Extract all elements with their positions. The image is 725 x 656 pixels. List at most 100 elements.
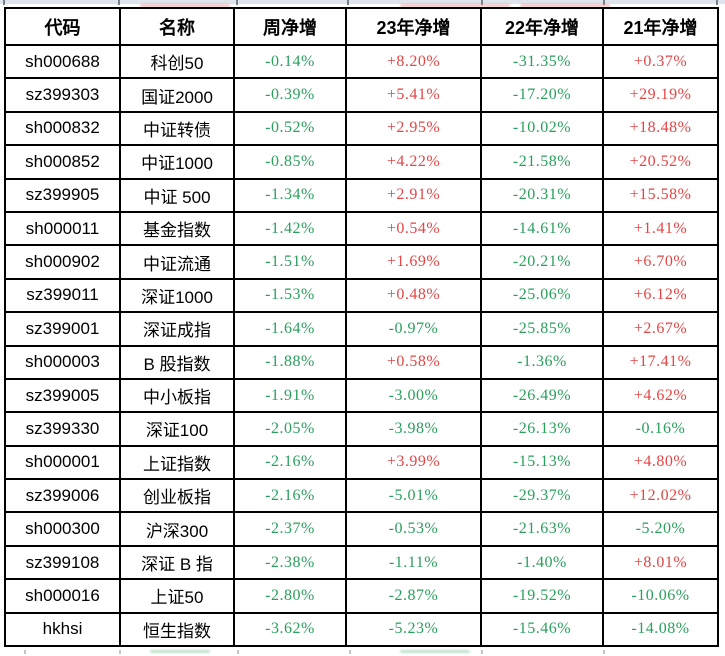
- cell-week[interactable]: -0.52%: [233, 110, 347, 147]
- cell-y22[interactable]: -26.13%: [480, 411, 604, 447]
- cell-y22[interactable]: -20.21%: [480, 244, 604, 280]
- cell-week[interactable]: -2.05%: [233, 411, 347, 447]
- cell-name[interactable]: 中小板指: [119, 377, 235, 414]
- cell-y21[interactable]: -10.06%: [602, 578, 719, 614]
- cell-name[interactable]: 中证转债: [119, 110, 235, 147]
- cell-name[interactable]: 国证2000: [119, 77, 235, 113]
- cell-y22[interactable]: -14.61%: [480, 210, 604, 247]
- cell-name[interactable]: 基金指数: [119, 210, 235, 247]
- cell-y23[interactable]: +4.22%: [345, 144, 482, 180]
- cell-y21[interactable]: +0.37%: [602, 43, 719, 80]
- cell-code[interactable]: sh000003: [4, 344, 121, 380]
- cell-week[interactable]: -1.91%: [233, 377, 347, 414]
- cell-y21[interactable]: +8.01%: [602, 544, 719, 581]
- cell-code[interactable]: sh000300: [4, 511, 121, 547]
- cell-name[interactable]: 上证50: [119, 578, 235, 614]
- cell-y23[interactable]: -5.23%: [345, 611, 482, 648]
- cell-name[interactable]: 恒生指数: [119, 611, 235, 648]
- column-header-y21[interactable]: 21年净增: [602, 7, 719, 46]
- cell-code[interactable]: sh000011: [4, 210, 121, 247]
- cell-y23[interactable]: +8.20%: [345, 43, 482, 80]
- cell-code[interactable]: sh000852: [4, 144, 121, 180]
- cell-code[interactable]: hkhsi: [4, 611, 121, 648]
- cell-y21[interactable]: -14.08%: [602, 611, 719, 648]
- cell-y21[interactable]: +17.41%: [602, 344, 719, 380]
- cell-y23[interactable]: -3.00%: [345, 377, 482, 414]
- cell-y23[interactable]: +0.58%: [345, 344, 482, 380]
- cell-y23[interactable]: -5.01%: [345, 478, 482, 514]
- cell-week[interactable]: -0.14%: [233, 43, 347, 80]
- cell-code[interactable]: sh000001: [4, 444, 121, 481]
- cell-y22[interactable]: -15.46%: [480, 611, 604, 648]
- cell-code[interactable]: sh000832: [4, 110, 121, 147]
- cell-code[interactable]: sz399303: [4, 77, 121, 113]
- cell-code[interactable]: sh000688: [4, 43, 121, 80]
- cell-y23[interactable]: -3.98%: [345, 411, 482, 447]
- cell-week[interactable]: -2.38%: [233, 544, 347, 581]
- cell-week[interactable]: -2.37%: [233, 511, 347, 547]
- cell-y22[interactable]: -21.63%: [480, 511, 604, 547]
- cell-y21[interactable]: +12.02%: [602, 478, 719, 514]
- cell-y22[interactable]: -1.36%: [480, 344, 604, 380]
- cell-y22[interactable]: -19.52%: [480, 578, 604, 614]
- cell-y21[interactable]: +20.52%: [602, 144, 719, 180]
- cell-y21[interactable]: +29.19%: [602, 77, 719, 113]
- cell-y22[interactable]: -15.13%: [480, 444, 604, 481]
- cell-week[interactable]: -1.53%: [233, 277, 347, 314]
- cell-y23[interactable]: -0.97%: [345, 311, 482, 347]
- cell-code[interactable]: sh000016: [4, 578, 121, 614]
- cell-y23[interactable]: -0.53%: [345, 511, 482, 547]
- cell-y21[interactable]: -0.16%: [602, 411, 719, 447]
- cell-week[interactable]: -1.51%: [233, 244, 347, 280]
- cell-y22[interactable]: -26.49%: [480, 377, 604, 414]
- cell-y21[interactable]: +6.12%: [602, 277, 719, 314]
- cell-name[interactable]: 创业板指: [119, 478, 235, 514]
- cell-y23[interactable]: -1.11%: [345, 544, 482, 581]
- cell-y22[interactable]: -20.31%: [480, 177, 604, 213]
- cell-code[interactable]: sz399006: [4, 478, 121, 514]
- cell-name[interactable]: B 股指数: [119, 344, 235, 380]
- cell-y23[interactable]: +2.91%: [345, 177, 482, 213]
- cell-week[interactable]: -2.16%: [233, 444, 347, 481]
- cell-y21[interactable]: +4.62%: [602, 377, 719, 414]
- cell-y21[interactable]: +1.41%: [602, 210, 719, 247]
- column-header-y22[interactable]: 22年净增: [480, 7, 604, 46]
- cell-y22[interactable]: -25.85%: [480, 311, 604, 347]
- cell-code[interactable]: sz399011: [4, 277, 121, 314]
- cell-week[interactable]: -1.88%: [233, 344, 347, 380]
- cell-name[interactable]: 深证 B 指: [119, 544, 235, 581]
- cell-y23[interactable]: +2.95%: [345, 110, 482, 147]
- cell-y21[interactable]: +18.48%: [602, 110, 719, 147]
- cell-y22[interactable]: -10.02%: [480, 110, 604, 147]
- cell-name[interactable]: 上证指数: [119, 444, 235, 481]
- cell-code[interactable]: sz399108: [4, 544, 121, 581]
- cell-name[interactable]: 中证流通: [119, 244, 235, 280]
- cell-week[interactable]: -1.42%: [233, 210, 347, 247]
- cell-y21[interactable]: -5.20%: [602, 511, 719, 547]
- cell-y22[interactable]: -29.37%: [480, 478, 604, 514]
- cell-name[interactable]: 沪深300: [119, 511, 235, 547]
- cell-y22[interactable]: -1.40%: [480, 544, 604, 581]
- cell-y23[interactable]: +0.48%: [345, 277, 482, 314]
- cell-name[interactable]: 中证1000: [119, 144, 235, 180]
- column-header-code[interactable]: 代码: [4, 7, 121, 46]
- column-header-name[interactable]: 名称: [119, 7, 235, 46]
- cell-y21[interactable]: +2.67%: [602, 311, 719, 347]
- column-header-y23[interactable]: 23年净增: [345, 7, 482, 46]
- cell-y23[interactable]: +0.54%: [345, 210, 482, 247]
- cell-code[interactable]: sz399330: [4, 411, 121, 447]
- cell-week[interactable]: -2.16%: [233, 478, 347, 514]
- cell-name[interactable]: 科创50: [119, 43, 235, 80]
- cell-code[interactable]: sz399005: [4, 377, 121, 414]
- cell-name[interactable]: 深证1000: [119, 277, 235, 314]
- cell-name[interactable]: 深证100: [119, 411, 235, 447]
- cell-name[interactable]: 深证成指: [119, 311, 235, 347]
- cell-y23[interactable]: +3.99%: [345, 444, 482, 481]
- cell-y22[interactable]: -31.35%: [480, 43, 604, 80]
- cell-y22[interactable]: -25.06%: [480, 277, 604, 314]
- cell-week[interactable]: -0.85%: [233, 144, 347, 180]
- cell-y22[interactable]: -21.58%: [480, 144, 604, 180]
- cell-y23[interactable]: -2.87%: [345, 578, 482, 614]
- cell-y21[interactable]: +15.58%: [602, 177, 719, 213]
- cell-y21[interactable]: +6.70%: [602, 244, 719, 280]
